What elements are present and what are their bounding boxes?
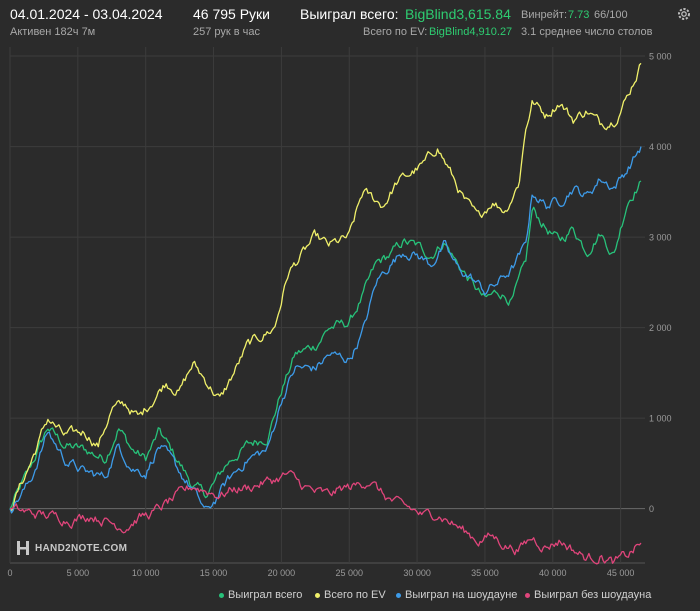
series-ev-total [9, 62, 642, 512]
hand2note-logo: HAND2NOTE.COM [16, 539, 127, 557]
legend-item-showdown[interactable]: Выиграл на шоудауне [396, 589, 517, 601]
y-tick-label: 5 000 [649, 52, 672, 62]
hands-count: 46 795 Руки [193, 6, 270, 22]
legend-dot-no-showdown [525, 592, 530, 598]
x-tick-label: 0 [7, 568, 12, 578]
x-tick-label: 10 000 [132, 568, 160, 578]
x-tick-label: 20 000 [268, 568, 296, 578]
series-won-total [9, 180, 642, 510]
legend-label-won-total: Выиграл всего [228, 589, 303, 601]
won-total-label: Выиграл всего: [300, 6, 399, 22]
series-no-showdown [9, 470, 642, 565]
active-time: Активен 182ч 7м [10, 26, 96, 38]
y-tick-label: 2 000 [649, 323, 672, 333]
x-tick-label: 40 000 [539, 568, 567, 578]
legend-label-no-showdown: Выиграл без шоудауна [534, 589, 652, 601]
y-tick-label: 3 000 [649, 233, 672, 243]
winrate-label: Винрейт: [521, 9, 568, 21]
legend-item-won-total[interactable]: Выиграл всего [219, 589, 302, 601]
x-tick-label: 35 000 [471, 568, 499, 578]
x-tick-label: 25 000 [335, 568, 363, 578]
ev-total-value: BigBlind4,910.27 [429, 26, 513, 38]
winrate-extra: 66/100 [594, 9, 628, 21]
hand2note-logo-icon [17, 541, 29, 555]
legend-dot-showdown [396, 592, 401, 598]
hand2note-logo-text: HAND2NOTE.COM [35, 542, 128, 554]
date-range[interactable]: 04.01.2024 - 03.04.2024 [10, 6, 163, 22]
y-tick-label: 0 [649, 504, 654, 514]
legend-item-ev-total[interactable]: Всего по EV [315, 589, 386, 601]
won-total-value: BigBlind3,615.84 [405, 6, 511, 22]
legend-label-ev-total: Всего по EV [324, 589, 386, 601]
x-tick-label: 45 000 [607, 568, 635, 578]
x-tick-label: 15 000 [200, 568, 228, 578]
hands-per-hour: 257 рук в час [193, 26, 261, 38]
legend-dot-won-total [219, 592, 224, 598]
winrate-value: 7.73 [568, 9, 590, 21]
legend-dot-ev-total [315, 592, 320, 598]
y-tick-label: 1 000 [649, 414, 672, 424]
y-tick-label: 4 000 [649, 142, 672, 152]
gear-icon[interactable] [676, 6, 692, 22]
stats-header: 04.01.2024 - 03.04.2024 Активен 182ч 7м … [0, 0, 700, 44]
legend-label-showdown: Выиграл на шоудауне [405, 589, 518, 601]
ev-total-label: Всего по EV: [363, 26, 428, 38]
profit-graph[interactable]: 0 1 000 2 000 3 000 4 000 5 000 0 5 000 10 000 15… [0, 44, 700, 589]
series-showdown [9, 146, 642, 514]
tables-count: 3.1 среднее число столов [521, 26, 653, 38]
legend-item-no-showdown[interactable]: Выиграл без шоудауна [525, 589, 651, 601]
x-tick-label: 5 000 [67, 568, 90, 578]
x-tick-label: 30 000 [403, 568, 431, 578]
